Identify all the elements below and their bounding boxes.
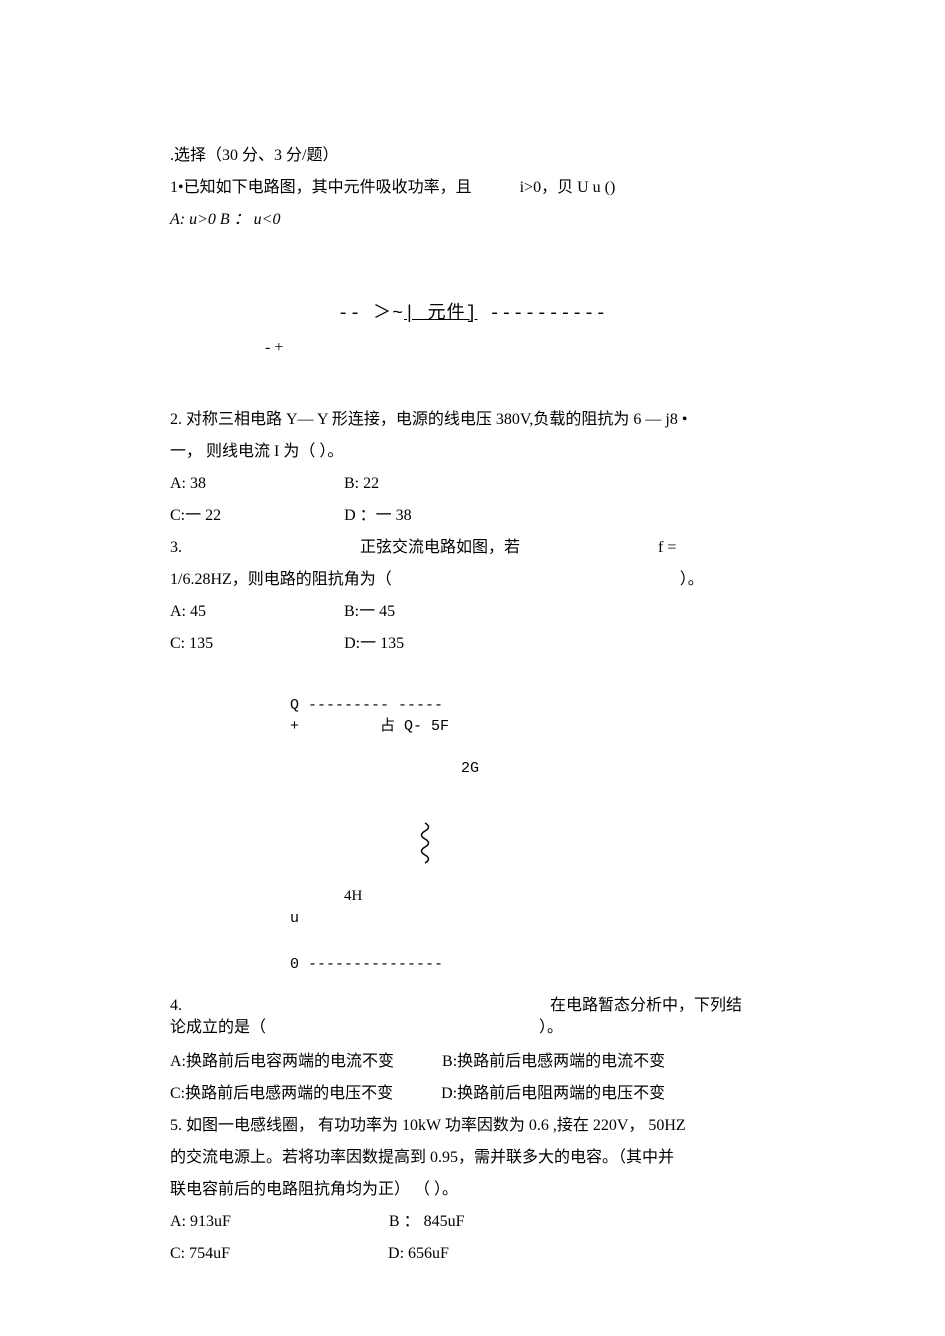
q3-d-r4: u <box>290 908 775 929</box>
q4-line2: 论成立的是（ ）。 <box>170 1017 775 1039</box>
q4-c: C:换路前后电感两端的电压不变 <box>170 1085 393 1102</box>
q3-mid: 正弦交流电路如图，若 <box>360 539 520 556</box>
q5-row2: C: 754uF D: 656uF <box>170 1238 775 1270</box>
q2-a: A: 38 <box>170 475 206 492</box>
q5-row1: A: 913uF B ： 845uF <box>170 1206 775 1238</box>
q3-row2: C: 135 D:一 135 <box>170 628 775 660</box>
q4-mid: 在电路暂态分析中，下列结 <box>550 997 742 1014</box>
q1-stem-text: 1•已知如下电路图，其中元件吸收功率，且 <box>170 179 472 196</box>
q3-d-r2: + 占 Q- 5F <box>290 716 775 737</box>
q4-row-ab: A:换路前后电容两端的电流不变 B:换路前后电感两端的电流不变 <box>170 1046 775 1078</box>
q2-line2: 一， 则线电流 I 为（ ）。 <box>170 436 775 468</box>
q3-line2: 1/6.28HZ，则电路的阻抗角为（ ）。 <box>170 564 775 596</box>
q3-d: D:一 135 <box>344 635 404 652</box>
q3-line1: 3. 正弦交流电路如图，若 f = <box>170 532 775 564</box>
q1-diagram-box: |_元件] <box>404 304 477 324</box>
q3-c: C: 135 <box>170 635 213 652</box>
document-content: .选择（30 分、3 分/题） 1•已知如下电路图，其中元件吸收功率，且 i>0… <box>170 140 775 1270</box>
q3-post: f = <box>658 539 676 556</box>
q2-b: B: 22 <box>344 475 379 492</box>
q1-stem: 1•已知如下电路图，其中元件吸收功率，且 i>0，贝 U u () <box>170 172 775 204</box>
q3-line2-end: ）。 <box>680 571 704 588</box>
q1-diagram-sub: - + <box>170 332 775 364</box>
inductor-icon <box>344 800 434 886</box>
q3-diagram: Q --------- ----- + 占 Q- 5F 2G 4H u 0 --… <box>290 695 775 975</box>
q3-d-r3: 2G 4H <box>290 737 775 928</box>
q3-d-r1: Q --------- ----- <box>290 695 775 716</box>
q1-options: A: u>0 B ： u<0 <box>170 204 775 236</box>
q2-d: D ：一 38 <box>344 507 412 524</box>
q4-pre: 4. <box>170 997 182 1014</box>
q1-diagram-left: -- ＞~ <box>338 304 404 324</box>
q4-line1: 4. 在电路暂态分析中，下列结 <box>170 995 775 1017</box>
q4-row-cd: C:换路前后电感两端的电压不变 D:换路前后电阻两端的电压不变 <box>170 1078 775 1110</box>
q4-b: B:换路前后电感两端的电流不变 <box>442 1053 665 1070</box>
q1-cond: i>0，贝 U u () <box>520 179 616 196</box>
q2-row1: A: 38 B: 22 <box>170 468 775 500</box>
q5-line3: 联电容前后的电路阻抗角均为正） （ ）。 <box>170 1174 775 1206</box>
q5-b: B ： 845uF <box>389 1213 465 1230</box>
q4-d: D:换路前后电阻两端的电压不变 <box>441 1085 665 1102</box>
q4-a: A:换路前后电容两端的电流不变 <box>170 1053 394 1070</box>
q3-pre: 3. <box>170 539 182 556</box>
q3-d-r6: 0 --------------- <box>290 954 775 975</box>
q5-d: D: 656uF <box>388 1245 449 1262</box>
q5-line1: 5. 如图一电感线圈， 有功功率为 10kW 功率因数为 0.6 ,接在 220… <box>170 1110 775 1142</box>
q3-row1: A: 45 B:一 45 <box>170 596 775 628</box>
q3-b: B:一 45 <box>344 603 395 620</box>
q1-diagram-right: ---------- <box>477 304 607 324</box>
section-title: .选择（30 分、3 分/题） <box>170 140 775 172</box>
inductor-label: 4H <box>344 888 362 904</box>
q5-a: A: 913uF <box>170 1213 231 1230</box>
q3-line2-text: 1/6.28HZ，则电路的阻抗角为（ <box>170 571 392 588</box>
q2-row2: C:一 22 D ：一 38 <box>170 500 775 532</box>
q1-opts: A: u>0 B ： u<0 <box>170 211 280 228</box>
q3-d-r3-text: 2G <box>344 760 479 777</box>
q4-line2b: ）。 <box>539 1019 563 1036</box>
q2-c: C:一 22 <box>170 507 221 524</box>
q5-c: C: 754uF <box>170 1245 230 1262</box>
q1-diagram: -- ＞~|_元件] ---------- - + <box>170 296 775 364</box>
q2-line1: 2. 对称三相电路 Y— Y 形连接，电源的线电压 380V,负载的阻抗为 6 … <box>170 404 775 436</box>
q3-a: A: 45 <box>170 603 206 620</box>
q5-line2: 的交流电源上。若将功率因数提高到 0.95，需并联多大的电容。（其中并 <box>170 1142 775 1174</box>
q4-line2a: 论成立的是（ <box>170 1019 266 1036</box>
